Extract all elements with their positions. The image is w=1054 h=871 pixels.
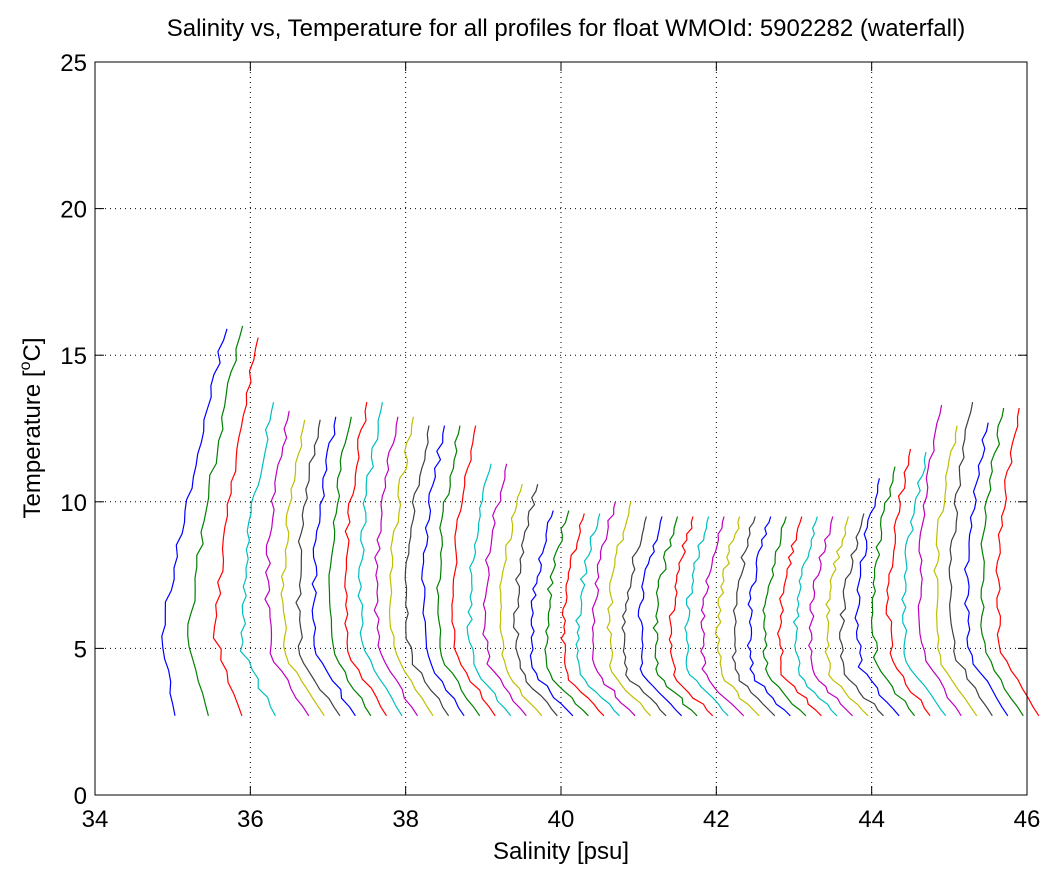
y-tick-labels: 0 5 10 15 20 25: [60, 50, 87, 810]
profile-line: [731, 516, 776, 717]
chart-title: Salinity vs, Temperature for all profile…: [167, 15, 966, 42]
profile-line: [161, 328, 228, 716]
x-tick-label: 42: [703, 806, 730, 833]
x-axis-title: Salinity [psu]: [493, 838, 629, 865]
profile-line: [824, 516, 869, 717]
profile-line: [575, 513, 620, 717]
profile-line: [668, 516, 714, 717]
profile-lines: [161, 325, 1040, 717]
profile-line: [357, 401, 403, 717]
profile-line: [529, 510, 574, 717]
profile-line: [762, 516, 807, 717]
profile-line: [917, 404, 962, 717]
x-tick-label: 44: [858, 806, 885, 833]
y-tick-label: 25: [60, 50, 87, 77]
profile-line: [854, 478, 900, 717]
profile-line: [295, 419, 341, 717]
x-tick-label: 36: [237, 806, 264, 833]
profile-line: [933, 425, 978, 717]
x-tick-label: 46: [1014, 806, 1041, 833]
profile-line: [451, 425, 496, 717]
profile-line: [187, 325, 244, 716]
y-tick-label: 20: [60, 197, 87, 224]
profile-line: [311, 416, 356, 717]
profile-line: [714, 516, 760, 717]
profile-line: [839, 513, 884, 717]
y-axis-title-superscript: o: [17, 361, 34, 370]
profile-line: [344, 401, 388, 717]
axis-ticks: [94, 61, 1028, 796]
profile-line: [466, 463, 512, 717]
y-tick-label: 10: [60, 490, 87, 517]
y-tick-label: 5: [74, 636, 87, 663]
profile-line: [482, 463, 527, 717]
x-tick-label: 40: [548, 806, 575, 833]
profile-line: [436, 425, 481, 717]
profile-line: [684, 516, 729, 717]
profile-line: [404, 425, 450, 717]
y-axis-title: Temperature [oC]: [17, 338, 46, 519]
profile-line: [388, 416, 434, 717]
profile-line: [212, 337, 259, 717]
profile-line: [652, 516, 698, 717]
profile-line: [901, 451, 947, 717]
profile-line: [239, 401, 276, 717]
profile-line: [885, 448, 931, 717]
y-axis-title-main: Temperature [: [19, 370, 46, 518]
x-tick-label: 38: [392, 806, 419, 833]
y-axis-title-end: C]: [19, 338, 46, 362]
profile-line: [606, 501, 651, 717]
profile-line: [421, 425, 465, 717]
profile-line: [948, 401, 993, 717]
plot-area: [95, 62, 1027, 795]
profile-line: [512, 484, 558, 717]
profile-line: [700, 516, 745, 717]
profile-line: [776, 516, 822, 717]
profile-line: [995, 407, 1040, 717]
y-tick-label: 15: [60, 343, 87, 370]
profile-line: [870, 466, 916, 717]
profile-line: [264, 410, 310, 717]
profile-line: [560, 513, 605, 717]
profile-line: [980, 407, 1024, 717]
profile-line: [746, 516, 791, 717]
profile-line: [637, 516, 683, 717]
profile-line: [499, 484, 543, 717]
profile-line: [808, 516, 853, 717]
profile-line: [591, 501, 636, 717]
x-tick-labels: 34 36 38 40 42 44 46: [82, 806, 1041, 833]
profile-line: [792, 516, 838, 717]
profile-line: [621, 516, 667, 717]
profile-line: [280, 419, 325, 717]
profile-line: [963, 422, 1009, 717]
profile-line: [544, 510, 589, 717]
profile-line: [373, 416, 419, 717]
x-tick-label: 34: [82, 806, 109, 833]
profile-line: [328, 416, 372, 717]
y-tick-label: 0: [74, 783, 87, 810]
